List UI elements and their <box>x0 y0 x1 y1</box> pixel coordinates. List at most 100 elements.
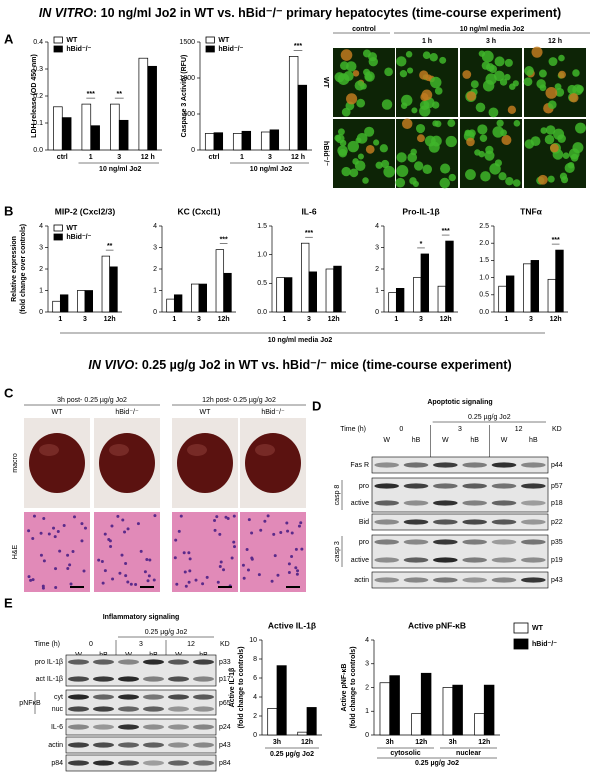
band <box>462 557 487 563</box>
nucleus <box>110 524 114 528</box>
row-label: pro IL-1β <box>35 659 63 666</box>
x-tick-label: 3 <box>117 154 121 161</box>
cell <box>540 127 548 134</box>
x-tick-label: 3 <box>419 316 423 323</box>
cell <box>417 134 425 143</box>
nucleus <box>145 557 149 561</box>
column-label: WT <box>200 409 212 416</box>
y-tick-label: 1000 <box>179 75 195 82</box>
bar <box>555 249 564 313</box>
legend-swatch <box>53 45 63 53</box>
legend-swatch <box>205 36 215 44</box>
cell <box>422 164 433 175</box>
nucleus <box>103 532 107 536</box>
x-tick-label: 12h <box>550 316 562 323</box>
band <box>403 577 429 583</box>
band <box>168 742 189 748</box>
cell <box>410 148 417 156</box>
time-value: 12 <box>515 426 523 433</box>
nucleus <box>241 563 245 567</box>
kd-value: p24 <box>219 724 231 731</box>
band <box>93 742 114 748</box>
heading-rest: : 10 ng/ml Jo2 in WT vs. hBid⁻/⁻ primary… <box>93 6 561 20</box>
cell <box>524 66 534 76</box>
legend-swatch <box>53 224 63 232</box>
nucleus <box>179 514 183 518</box>
cell <box>481 61 491 70</box>
cell <box>434 120 442 128</box>
bar <box>547 278 557 313</box>
y-tick-label: 2.0 <box>479 240 489 247</box>
nucleus <box>201 582 205 586</box>
band <box>193 724 214 730</box>
y-tick-label: 8 <box>253 656 257 663</box>
bar <box>109 266 118 313</box>
cell <box>558 70 566 79</box>
bar <box>267 708 278 736</box>
legend-swatch <box>513 638 529 650</box>
x-tick-label: 3 <box>307 316 311 323</box>
nucleus <box>41 586 45 590</box>
y-axis-label: LDH release (OD 450 nm) <box>31 54 38 138</box>
nucleus <box>80 522 84 526</box>
x-tick-label: 3 <box>197 316 201 323</box>
significance-label: * <box>420 241 423 248</box>
cell <box>339 139 347 147</box>
x-tick-label: 1 <box>240 154 244 161</box>
nucleus <box>219 560 223 564</box>
cell <box>439 177 451 189</box>
row-label: cyt <box>54 694 63 701</box>
nucleus <box>42 516 46 520</box>
cell <box>383 165 395 178</box>
x-tick-label: 3h <box>449 739 457 746</box>
cell <box>500 129 507 137</box>
bar <box>445 240 454 313</box>
y-tick-label: 2.5 <box>479 223 489 230</box>
cell <box>400 102 408 109</box>
bar <box>191 283 200 313</box>
treatment-label: 0.25 µg/g Jo2 <box>468 414 511 421</box>
bar <box>232 133 243 151</box>
cell <box>381 159 390 169</box>
nucleus <box>175 582 179 586</box>
nucleus <box>52 526 56 530</box>
row-label: macro <box>12 453 19 473</box>
bar <box>260 131 271 151</box>
cell <box>547 100 557 110</box>
group-label: casp 8 <box>334 485 341 506</box>
nucleus <box>31 537 35 541</box>
nucleus <box>42 559 46 563</box>
nucleus <box>66 566 70 570</box>
bar <box>452 684 463 736</box>
nucleus <box>257 573 261 577</box>
cell <box>405 51 413 58</box>
column-label: control <box>352 26 376 33</box>
kd-value: p19 <box>551 557 563 564</box>
nucleus <box>232 540 236 544</box>
nucleus <box>242 576 246 580</box>
row-label: pro <box>359 539 369 546</box>
bar <box>420 672 432 736</box>
nucleus <box>121 518 125 522</box>
bar <box>498 285 507 313</box>
bar <box>388 292 397 313</box>
cell <box>488 64 498 74</box>
chart-title: Pro-IL-1β <box>402 206 439 216</box>
nucleus <box>148 558 152 562</box>
histology <box>94 512 160 592</box>
histology <box>172 512 238 592</box>
y-tick-label: 1500 <box>179 39 195 46</box>
nucleus <box>97 558 101 562</box>
bar <box>110 103 120 151</box>
band <box>168 706 189 712</box>
nucleus <box>101 581 105 585</box>
nucleus <box>230 556 234 560</box>
column-label: 12 h <box>548 38 562 45</box>
cell <box>346 93 358 105</box>
cell <box>430 76 442 89</box>
kd-label: KD <box>552 426 562 433</box>
column-group-label: 10 ng/ml media Jo2 <box>460 26 525 33</box>
liver <box>177 433 233 493</box>
